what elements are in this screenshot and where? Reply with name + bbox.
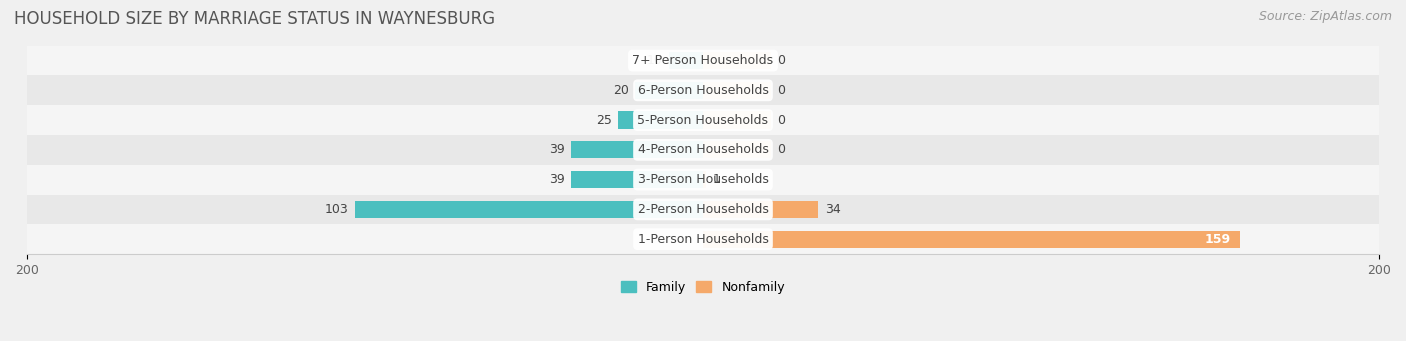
Bar xyxy=(619,112,703,129)
Bar xyxy=(27,75,1379,105)
Text: Source: ZipAtlas.com: Source: ZipAtlas.com xyxy=(1258,10,1392,23)
Text: 39: 39 xyxy=(548,173,564,186)
Text: 1-Person Households: 1-Person Households xyxy=(637,233,769,246)
Text: 1: 1 xyxy=(713,173,721,186)
Bar xyxy=(703,82,770,99)
Text: HOUSEHOLD SIZE BY MARRIAGE STATUS IN WAYNESBURG: HOUSEHOLD SIZE BY MARRIAGE STATUS IN WAY… xyxy=(14,10,495,28)
Bar xyxy=(703,201,818,218)
Text: 0: 0 xyxy=(778,84,786,97)
Bar xyxy=(27,194,1379,224)
Text: 7+ Person Households: 7+ Person Households xyxy=(633,54,773,67)
Text: 6-Person Households: 6-Person Households xyxy=(637,84,769,97)
Bar xyxy=(354,201,703,218)
Bar xyxy=(703,141,770,159)
Bar xyxy=(571,141,703,159)
Text: 3-Person Households: 3-Person Households xyxy=(637,173,769,186)
Text: 5-Person Households: 5-Person Households xyxy=(637,114,769,127)
Text: 4-Person Households: 4-Person Households xyxy=(637,143,769,157)
Bar xyxy=(636,82,703,99)
Text: 103: 103 xyxy=(325,203,349,216)
Bar xyxy=(703,52,770,69)
Bar xyxy=(703,112,770,129)
Text: 25: 25 xyxy=(596,114,612,127)
Text: 2-Person Households: 2-Person Households xyxy=(637,203,769,216)
Text: 0: 0 xyxy=(778,143,786,157)
Text: 10: 10 xyxy=(647,54,662,67)
Text: 39: 39 xyxy=(548,143,564,157)
Text: 0: 0 xyxy=(778,54,786,67)
Bar xyxy=(703,231,1240,248)
Bar xyxy=(703,171,706,188)
Bar xyxy=(27,165,1379,194)
Bar xyxy=(27,224,1379,254)
Text: 34: 34 xyxy=(825,203,841,216)
Text: 0: 0 xyxy=(778,114,786,127)
Bar xyxy=(27,105,1379,135)
Bar xyxy=(669,52,703,69)
Bar xyxy=(27,46,1379,75)
Text: 20: 20 xyxy=(613,84,628,97)
Text: 159: 159 xyxy=(1204,233,1230,246)
Bar xyxy=(27,135,1379,165)
Legend: Family, Nonfamily: Family, Nonfamily xyxy=(621,281,785,294)
Bar xyxy=(571,171,703,188)
